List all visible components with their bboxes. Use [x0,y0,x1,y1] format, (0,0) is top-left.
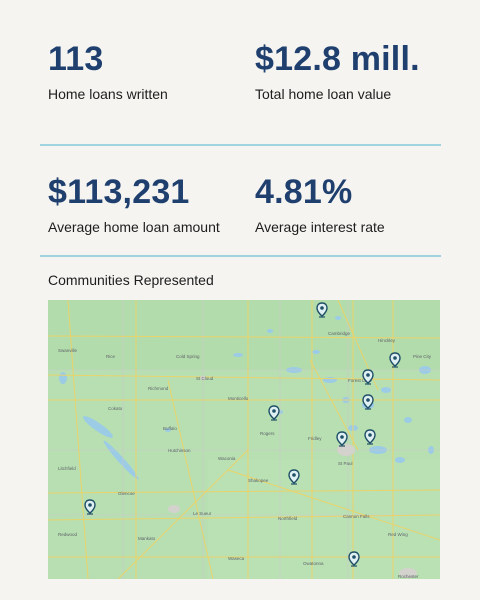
svg-text:Buffalo: Buffalo [163,426,177,431]
stat-value: $12.8 mill. [255,40,420,78]
svg-text:Cokato: Cokato [108,406,123,411]
svg-text:Waconia: Waconia [218,456,236,461]
stat-value: 113 [48,40,104,78]
svg-text:Swanville: Swanville [58,348,78,353]
svg-text:Owatonna: Owatonna [303,561,324,566]
divider [40,144,441,146]
map-pin-icon[interactable]: Pin 6 [364,429,376,445]
svg-text:Northfield: Northfield [278,516,298,521]
svg-text:Glencoe: Glencoe [118,491,135,496]
svg-text:St Paul: St Paul [338,461,353,466]
svg-text:Waseca: Waseca [228,556,245,561]
map-section-title: Communities Represented [48,272,214,288]
map-pin-icon[interactable]: Pin 1 [316,302,328,318]
map-pin-icon[interactable]: Pin 7 [336,431,348,447]
svg-text:Rochester: Rochester [398,574,419,579]
svg-text:Redwood: Redwood [58,532,78,537]
map-pin-icon[interactable]: Pin 4 [362,394,374,410]
communities-map[interactable]: Swanville Rice Cold Spring St Cloud Rich… [48,300,440,579]
svg-text:Richmond: Richmond [148,386,169,391]
svg-text:Rice: Rice [106,354,115,359]
svg-text:Litchfield: Litchfield [58,466,76,471]
stat-label: Home loans written [48,86,168,102]
svg-text:Red Wing: Red Wing [388,532,408,537]
svg-text:Hinckley: Hinckley [378,338,396,343]
svg-text:Le Sueur: Le Sueur [193,511,212,516]
map-pin-icon[interactable]: Pin 2 [389,352,401,368]
map-pin-icon[interactable]: Pin 5 [268,405,280,421]
svg-text:Cannon Falls: Cannon Falls [343,514,370,519]
stat-home-loans-written: 113 Home loans written [48,42,168,102]
stat-label: Average home loan amount [48,219,220,235]
svg-text:Rogers: Rogers [260,431,275,436]
svg-text:Shakopee: Shakopee [248,478,269,483]
svg-text:Cold Spring: Cold Spring [176,354,200,359]
svg-text:Fridley: Fridley [308,436,322,441]
stat-average-loan-amount: $113,231 Average home loan amount [48,175,220,235]
svg-text:Monticello: Monticello [228,396,249,401]
svg-text:Hutchinson: Hutchinson [168,448,191,453]
svg-text:Cambridge: Cambridge [328,331,351,336]
svg-text:Forest Lake: Forest Lake [348,378,372,383]
divider [40,255,441,257]
map-pin-icon[interactable]: Pin 9 [84,499,96,515]
stat-average-interest-rate: 4.81% Average interest rate [255,175,385,235]
svg-text:St Cloud: St Cloud [196,376,214,381]
map-pin-icon[interactable]: Pin 3 [362,369,374,385]
map-pin-icon[interactable]: Pin 8 [288,469,300,485]
stat-total-loan-value: $12.8 mill. Total home loan value [255,42,420,102]
svg-text:Mankato: Mankato [138,536,156,541]
stat-label: Average interest rate [255,219,385,235]
map-pin-icon[interactable]: Pin 10 [348,551,360,567]
stat-value: 4.81% [255,173,353,211]
stat-value: $113,231 [48,173,190,211]
stat-label: Total home loan value [255,86,392,102]
svg-text:Pine City: Pine City [413,354,432,359]
